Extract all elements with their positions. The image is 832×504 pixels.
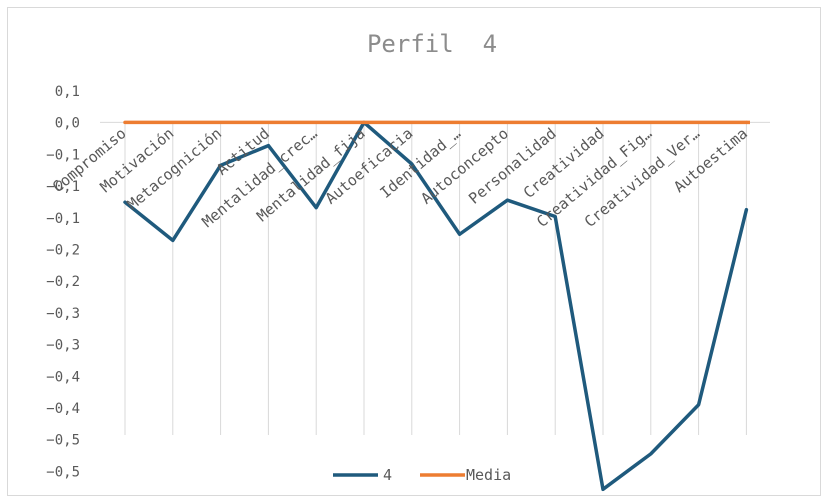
chart-frame xyxy=(7,7,821,496)
y-tick-label: 0,1 xyxy=(55,84,80,100)
y-tick-label: −0,5 xyxy=(46,464,80,480)
chart-title: Perfil 4 xyxy=(367,30,497,58)
y-tick-label: −0,4 xyxy=(46,401,80,417)
series-line-4 xyxy=(123,120,749,492)
y-tick-label: −0,5 xyxy=(46,433,80,449)
y-tick-label: −0,3 xyxy=(46,338,80,354)
y-tick-label: −0,1 xyxy=(46,147,80,163)
legend-label: Media xyxy=(466,466,511,484)
x-axis-ticks: CompromisoMotivaciónMetacogniciónActitud… xyxy=(49,124,751,231)
y-tick-label: −0,2 xyxy=(46,274,80,290)
legend: 4 Media xyxy=(333,466,511,484)
y-tick-label: −0,1 xyxy=(46,179,80,195)
y-tick-label: −0,2 xyxy=(46,243,80,259)
legend-label: 4 xyxy=(383,466,392,484)
y-axis-ticks: 0,1 0,0 −0,1 −0,1 −0,1 −0,2 −0,2 −0,3 −0,3 −0,4 −0… xyxy=(46,84,80,480)
y-tick-label: −0,3 xyxy=(46,306,80,322)
series-lines xyxy=(123,120,750,492)
y-tick-label: 0,0 xyxy=(55,116,80,132)
gridlines xyxy=(100,121,770,435)
y-tick-label: −0,1 xyxy=(46,211,80,227)
y-tick-label: −0,4 xyxy=(46,369,80,385)
